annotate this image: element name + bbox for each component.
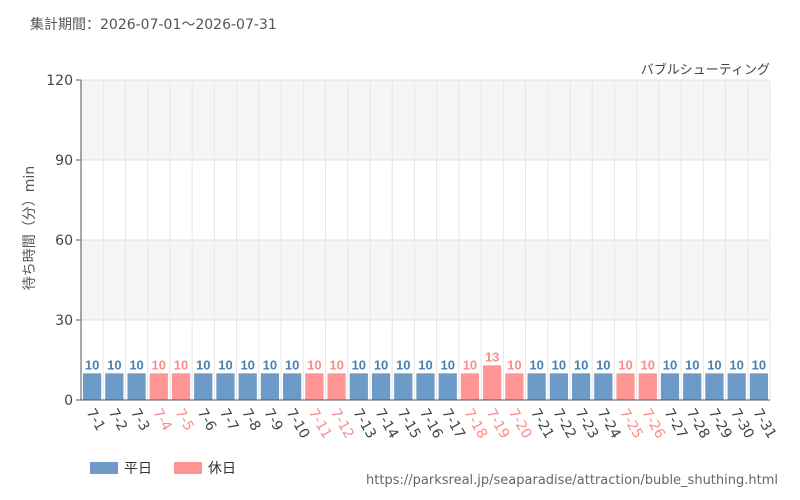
bar-value-label: 10 (307, 357, 321, 372)
x-tick-label: 7-4 (149, 406, 174, 434)
x-tick-label: 7-3 (127, 406, 152, 434)
bar (660, 373, 680, 400)
plot-band (81, 160, 770, 240)
bar-value-label: 10 (107, 357, 121, 372)
bar (349, 373, 368, 400)
bar-value-label: 10 (263, 357, 277, 372)
y-tick-label: 120 (46, 73, 73, 89)
bar (105, 373, 124, 400)
bar (683, 373, 702, 400)
bar-value-label: 10 (218, 357, 232, 372)
bar (505, 373, 524, 400)
bar (460, 373, 480, 400)
bar-value-label: 10 (685, 357, 699, 372)
legend-item-weekday: 平日 (90, 458, 152, 478)
x-tick-label: 7-7 (216, 406, 241, 434)
bar-value-label: 10 (663, 357, 677, 372)
bar (171, 373, 191, 400)
y-tick-label: 60 (55, 233, 73, 249)
bar-value-label: 10 (374, 357, 388, 372)
bar (416, 373, 435, 400)
bar-value-label: 10 (507, 357, 521, 372)
bar (749, 373, 768, 400)
bar-value-label: 10 (129, 357, 143, 372)
bar-value-label: 10 (574, 357, 588, 372)
bar (616, 373, 635, 400)
bar (549, 373, 568, 400)
x-tick-label: 7-8 (238, 406, 263, 434)
bar (238, 373, 257, 400)
legend: 平日 休日 (90, 458, 236, 478)
bar-value-label: 10 (329, 357, 343, 372)
bar (127, 373, 146, 400)
bar (527, 373, 546, 400)
bar-value-label: 10 (596, 357, 610, 372)
x-tick-label: 7-5 (172, 406, 197, 434)
bar-value-label: 13 (485, 349, 499, 364)
bar (727, 373, 746, 400)
x-tick-label: 7-1 (83, 406, 108, 434)
bar-value-label: 10 (418, 357, 432, 372)
bar-value-label: 10 (752, 357, 766, 372)
bar-series (83, 365, 768, 400)
y-axis-label: 待ち時間（分）min (22, 166, 38, 290)
legend-label-weekday: 平日 (124, 461, 152, 477)
y-tick-label: 30 (55, 313, 73, 329)
bar (305, 373, 324, 400)
chart-title: バブルシューティング (641, 62, 770, 78)
source-url: https://parksreal.jp/seaparadise/attract… (366, 473, 778, 488)
plot-band (81, 80, 770, 160)
x-tick-label: 7-31 (749, 406, 779, 442)
bar-value-label: 10 (240, 357, 254, 372)
bar-value-label: 10 (529, 357, 543, 372)
x-tick-label: 7-6 (194, 406, 219, 434)
bar (371, 373, 391, 400)
bar (594, 373, 613, 400)
bar (571, 373, 591, 400)
bar-value-label: 10 (552, 357, 566, 372)
bar (438, 373, 457, 400)
bar (638, 373, 657, 400)
bar (194, 373, 213, 400)
bar-value-label: 10 (729, 357, 743, 372)
bar (216, 373, 235, 400)
bar-value-label: 10 (174, 357, 188, 372)
x-tick-label: 7-2 (105, 406, 130, 434)
bar (483, 365, 502, 400)
x-tick-label: 7-9 (260, 406, 285, 434)
y-tick-label: 90 (55, 153, 73, 169)
legend-swatch-holiday (174, 462, 202, 474)
bar-value-label: 10 (641, 357, 655, 372)
bar-value-label: 10 (440, 357, 454, 372)
legend-label-holiday: 休日 (208, 461, 236, 477)
bar-value-label: 10 (352, 357, 366, 372)
bar (394, 373, 413, 400)
bar (260, 373, 280, 400)
bar-value-label: 10 (196, 357, 210, 372)
period-label: 集計期間：2026-07-01～2026-07-31 (30, 17, 277, 33)
bar (83, 373, 102, 400)
data-labels: 10 10 10 10 10 10 10 10 10 10 10 10 10 10 10 10 10 10 13 10… (85, 349, 766, 372)
bar-value-label: 10 (85, 357, 99, 372)
legend-item-holiday: 休日 (174, 458, 236, 478)
bar (283, 373, 302, 400)
bar-value-label: 10 (285, 357, 299, 372)
bar (705, 373, 724, 400)
plot-band (81, 240, 770, 320)
bar-value-label: 10 (707, 357, 721, 372)
bar (327, 373, 346, 400)
bar (149, 373, 168, 400)
bar-value-label: 10 (152, 357, 166, 372)
bar-value-label: 10 (618, 357, 632, 372)
bar-value-label: 10 (396, 357, 410, 372)
y-tick-label: 0 (64, 393, 73, 409)
legend-swatch-weekday (90, 462, 118, 474)
bar-value-label: 10 (463, 357, 477, 372)
